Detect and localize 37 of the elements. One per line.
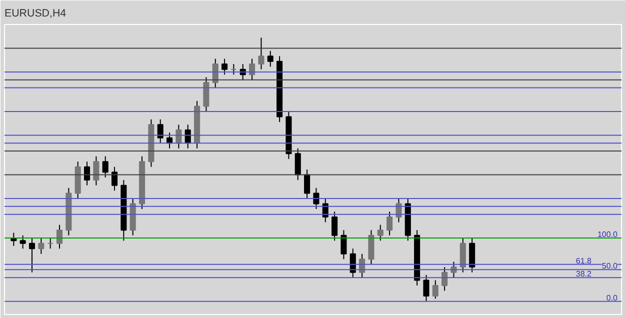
candlestick	[258, 37, 264, 70]
candlestick	[460, 238, 466, 273]
candlestick	[294, 148, 301, 181]
candlestick	[84, 161, 90, 186]
candlestick	[313, 187, 320, 210]
annotation: 38.2	[576, 270, 592, 279]
candlestick	[267, 50, 274, 68]
candlestick	[111, 166, 118, 192]
candlestick	[249, 58, 256, 80]
candlestick	[38, 238, 44, 254]
candlestick	[386, 211, 393, 236]
annotation: 50.0	[602, 262, 618, 271]
candlestick	[203, 76, 210, 112]
candlestick	[332, 211, 338, 242]
candlestick	[432, 280, 438, 300]
candlestick	[304, 169, 310, 199]
candlestick	[368, 230, 374, 265]
candlestick	[93, 156, 100, 186]
annotation: 100.0	[597, 230, 618, 240]
candlestick	[28, 238, 36, 273]
candlestick	[340, 230, 347, 260]
candlestick	[377, 224, 384, 242]
annotation: 0.0	[606, 293, 618, 302]
candlestick	[157, 118, 164, 144]
candlestick	[212, 58, 218, 88]
annotation: 61.8	[576, 256, 592, 266]
candlestick	[47, 238, 54, 250]
candlestick	[350, 248, 356, 278]
candlestick	[222, 58, 228, 76]
candlestick	[56, 224, 63, 250]
candlestick	[102, 156, 108, 178]
chart-title: EURUSD,H4	[4, 8, 66, 20]
candlestick	[469, 238, 476, 273]
candlestick	[20, 234, 26, 250]
candlestick	[442, 266, 448, 292]
candlestick	[423, 274, 430, 302]
candlestick	[230, 64, 237, 76]
